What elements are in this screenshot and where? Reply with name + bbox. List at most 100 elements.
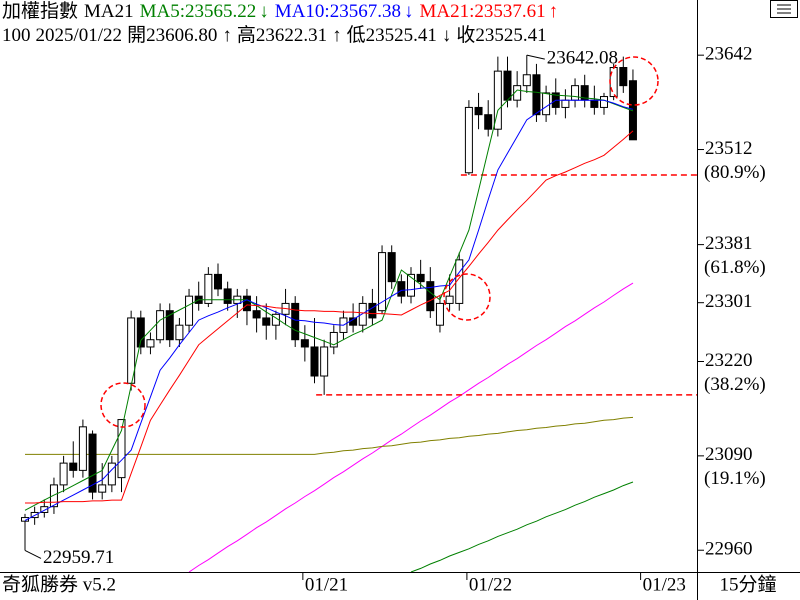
info-item: 100 [2,25,31,46]
y-tick-label: 23090 [705,444,753,465]
candle-body [464,106,473,174]
candle-body [107,462,116,486]
candle-body [445,295,454,304]
x-tick-label: 01/23 [643,574,686,595]
candle-body [561,99,570,108]
brand: 奇狐勝券 v5.2 [2,573,116,595]
candle-body [435,302,444,326]
info-item: 低23525.41 [347,24,437,46]
fib-label: (19.1%) [704,468,766,489]
candle-body [329,331,338,348]
candle-body [156,310,165,341]
info-item: 2025/01/22 [36,25,123,46]
ma-line [25,130,634,504]
candle-body [368,302,377,319]
candle-body [320,346,329,377]
candle-body [493,70,502,130]
candle-body [175,324,184,341]
y-tick-label: 23381 [705,233,753,254]
info-item: ↓ [442,25,452,46]
candle-body [600,96,608,108]
legend-entry: MA10:23567.38 [275,1,401,22]
info-item: ↑ [222,25,232,46]
highlight-circle [443,273,491,321]
ma-line [188,282,634,572]
candle-body [387,252,396,283]
candle-body [214,273,222,290]
legend-entry: MA5:23565.22 [140,1,257,22]
x-tick-label: 01/22 [469,574,512,595]
candle-body [165,310,174,341]
menu-icon [777,4,791,14]
indicator: MA21 [84,1,134,22]
candle-body [291,302,300,341]
candle-body [358,302,367,326]
annotation-leader [24,549,42,559]
candle-body [136,317,145,348]
candle-body [532,74,541,116]
candle-body [619,67,628,87]
legend-trend: ↑ [549,1,559,22]
candle-body [590,99,599,108]
legend-trend: ↓ [259,1,269,22]
legend-entry: MA21:23537.61 [419,1,545,22]
ma-line [24,89,634,511]
candle-body [252,310,261,319]
candle-body [426,281,435,312]
y-tick-label: 23301 [705,291,753,312]
candle-body [484,114,493,130]
ma-line [410,481,634,572]
annotation-leader [526,54,545,60]
candle-body [416,273,425,283]
candle-body [300,339,309,348]
legend-trend: ↓ [404,1,414,22]
candle-body [69,462,78,471]
candle-body [397,281,406,297]
fib-label: (61.8%) [704,257,766,278]
info-item: 開23606.80 [127,25,217,46]
candle-body [455,259,464,304]
candle-body [78,426,87,471]
y-tick-label: 22960 [705,539,753,560]
plot [21,54,697,572]
info-item: ↑ [332,25,342,46]
low-annotation: 22959.71 [43,547,114,568]
candle-body [474,106,483,116]
candle-body [185,295,194,326]
candle-body [88,433,97,493]
candle-body [21,517,29,522]
info-item: 收23525.41 [456,24,546,46]
title: 加權指數 [2,0,78,22]
candle-body [503,70,512,101]
highlight-circle [100,382,146,428]
candle-body [223,288,232,304]
candle-body [242,295,251,312]
candle-body [98,484,107,493]
high-annotation: 23642.08 [547,47,618,68]
candle-body [310,346,319,377]
candle-body [542,92,551,116]
candle-body [628,80,637,141]
fib-label: (38.2%) [704,374,766,395]
info-item: 高23622.31 [237,24,327,46]
y-tick-label: 23642 [705,44,753,65]
candle-body [522,74,531,87]
candle-body [262,317,271,326]
x-tick-label: 01/21 [305,574,348,595]
ma-line [24,99,634,521]
candle-body [117,419,126,479]
candle-body [571,85,580,101]
fib-label: (80.9%) [704,162,766,183]
header-line: 加權指數 MA21 MA5:23565.22 ↓ MA10:23567.38 ↓ MA21:… [2,0,558,22]
candle-body [146,339,155,348]
candle-body [513,85,522,101]
candle-body [407,273,415,297]
y-tick-label: 23512 [705,138,753,159]
candle-body [59,462,68,486]
candle-body [49,484,58,508]
highlight-circle [609,56,659,106]
candle-body [204,273,213,304]
ma-line [25,416,634,455]
